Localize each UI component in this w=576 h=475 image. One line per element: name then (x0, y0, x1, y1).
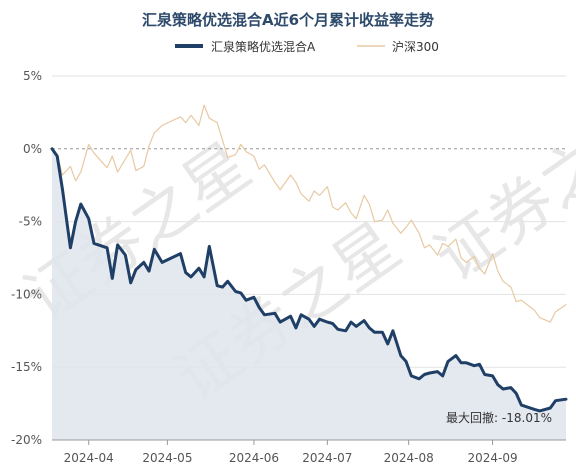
fund-area-fill (52, 148, 566, 441)
series (50, 104, 568, 413)
watermark-text: 证券之星 (422, 89, 576, 296)
y-tick-label: -5% (19, 215, 42, 229)
x-tick-label: 2024-07 (302, 451, 352, 465)
y-tick-label: -15% (11, 360, 42, 374)
x-tick-label: 2024-06 (229, 451, 279, 465)
series-line-fund (50, 147, 568, 413)
series-line-hs300 (51, 104, 567, 323)
y-tick-label: 0% (23, 142, 42, 156)
legend: 汇泉策略优选混合A 沪深300 (175, 39, 439, 54)
x-tick-label: 2024-04 (64, 451, 114, 465)
x-tick-label: 2024-08 (384, 451, 434, 465)
y-tick-label: -10% (11, 287, 42, 301)
x-axis: 2024-04 2024-05 2024-06 2024-07 2024-08 2024-… (52, 439, 566, 465)
y-axis: 5% 0% -5% -10% -15% -20% (11, 69, 42, 447)
y-tick-label: -20% (11, 433, 42, 447)
chart-title: 汇泉策略优选混合A近6个月累计收益率走势 (142, 11, 434, 29)
y-tick-label: 5% (23, 69, 42, 83)
x-tick-label: 2024-09 (468, 451, 518, 465)
max-drawdown-annotation: 最大回撤: -18.01% (446, 410, 552, 425)
fund-area-path (52, 148, 566, 441)
legend-label-fund: 汇泉策略优选混合A (211, 39, 316, 54)
x-tick-label: 2024-05 (142, 451, 192, 465)
legend-label-index: 沪深300 (392, 40, 439, 54)
